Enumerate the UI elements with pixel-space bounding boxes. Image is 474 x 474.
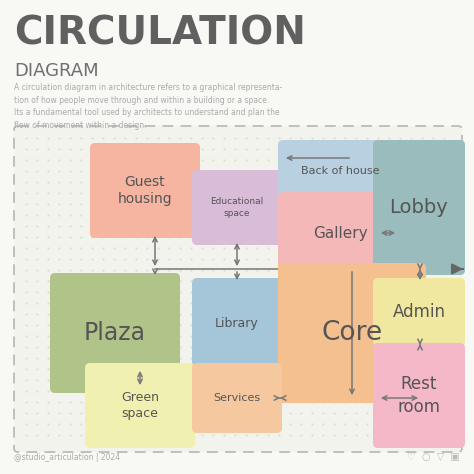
FancyBboxPatch shape [278,263,426,403]
Text: Rest
room: Rest room [398,375,440,416]
Text: @studio_articulation | 2024: @studio_articulation | 2024 [14,453,120,462]
Text: Guest
housing: Guest housing [118,175,173,206]
Text: Lobby: Lobby [390,198,448,217]
FancyBboxPatch shape [85,363,195,448]
FancyBboxPatch shape [192,170,282,245]
Text: ♡  ○  ▽  ▣: ♡ ○ ▽ ▣ [407,452,460,462]
Text: Gallery: Gallery [313,226,368,240]
Text: Plaza: Plaza [84,321,146,345]
Text: DIAGRAM: DIAGRAM [14,62,99,80]
FancyBboxPatch shape [278,192,403,274]
FancyBboxPatch shape [14,126,462,452]
Text: Core: Core [321,320,383,346]
Text: A circulation diagram in architecture refers to a graphical representa-
tion of : A circulation diagram in architecture re… [14,83,283,129]
Text: Services: Services [213,393,261,403]
Text: Library: Library [215,317,259,329]
FancyBboxPatch shape [373,343,465,448]
Text: Admin: Admin [392,303,446,321]
FancyBboxPatch shape [278,140,403,202]
FancyBboxPatch shape [192,363,282,433]
FancyBboxPatch shape [373,278,465,346]
FancyBboxPatch shape [373,140,465,275]
FancyBboxPatch shape [192,278,282,368]
Text: CIRCULATION: CIRCULATION [14,14,306,52]
FancyBboxPatch shape [90,143,200,238]
Text: Back of house: Back of house [301,166,380,176]
Text: Educational
space: Educational space [210,198,264,218]
Text: Green
space: Green space [121,391,159,420]
FancyBboxPatch shape [50,273,180,393]
